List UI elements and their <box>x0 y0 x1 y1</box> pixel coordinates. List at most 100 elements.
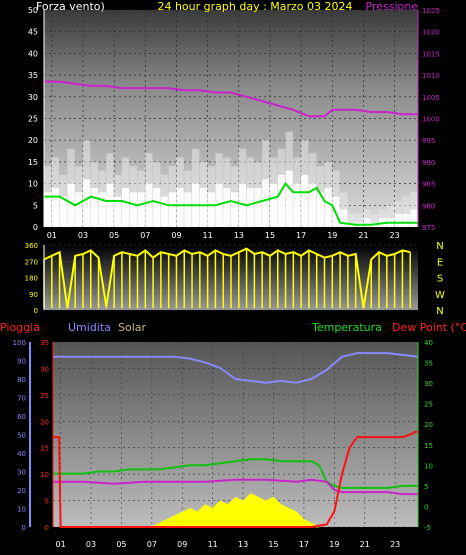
humidity-tick-label: 90 <box>17 358 26 366</box>
wind-bar <box>51 187 60 227</box>
humidity-tick-label: 40 <box>17 450 26 458</box>
solar-label: Solar <box>118 321 147 334</box>
solar-area <box>151 493 320 528</box>
wind-x-tick-label: 01 <box>47 231 57 240</box>
temp-tick-label: 35 <box>424 360 433 368</box>
rain-line <box>53 430 418 528</box>
dewpoint-label: Dew Point (°C) <box>392 321 466 334</box>
wind-bar <box>176 187 184 227</box>
pressure-tick-label: 1020 <box>422 29 440 37</box>
temp-tick-label: 10 <box>424 462 433 470</box>
direction-axes: 0 N 90 W 180 S 270 E 360 N <box>25 241 445 317</box>
wind-bar <box>160 196 169 227</box>
temp-tick-label: 30 <box>424 380 433 388</box>
direction-tick-label: 90 <box>29 291 38 299</box>
temp-tick-label: 15 <box>424 442 433 450</box>
wind-tick-label: 35 <box>28 71 38 80</box>
temp-tick-label: 20 <box>424 421 433 429</box>
wind-x-tick-label: 19 <box>327 231 337 240</box>
wind-bar <box>238 183 247 227</box>
wind-x-tick-label: 23 <box>390 231 400 240</box>
temp-tick-label: 0 <box>424 503 428 511</box>
wind-bar <box>316 192 324 227</box>
wind-bar <box>184 192 192 227</box>
temp-tick-label: 40 <box>424 339 433 347</box>
compass-label: S <box>437 274 443 285</box>
wind-bar <box>129 192 137 227</box>
humidity-line <box>53 352 419 384</box>
pressure-tick-label: 1015 <box>422 50 440 58</box>
wind-tick-label: 40 <box>28 49 38 58</box>
wind-bar <box>90 187 99 227</box>
wind-x-tick-label: 17 <box>296 231 306 240</box>
weather-x-tick-label: 21 <box>360 540 370 549</box>
temperature-line <box>53 458 418 489</box>
direction-tick-label: 360 <box>25 242 38 250</box>
wind-bar <box>246 187 254 227</box>
humidity-tick-label: 50 <box>17 432 26 440</box>
rain-tick-label: 20 <box>40 418 49 426</box>
rain-tick-label: 10 <box>40 471 49 479</box>
wind-bar <box>137 192 145 227</box>
weather-x-tick-label: 17 <box>299 540 309 549</box>
gust-bar <box>355 213 363 227</box>
wind-bar <box>75 192 83 227</box>
gust-bar <box>371 213 379 227</box>
weather-x-tick-label: 03 <box>86 540 96 549</box>
wind-axis-title: Forza vento) <box>36 0 105 13</box>
weather-x-tick-label: 07 <box>147 540 157 549</box>
wind-bar <box>199 187 208 227</box>
wind-bar <box>106 183 114 227</box>
compass-label: W <box>435 290 445 301</box>
weather-series <box>53 352 419 528</box>
rain-tick-label: 30 <box>40 365 49 373</box>
pressure-tick-label: 980 <box>422 202 435 210</box>
wind-bar <box>277 174 286 227</box>
humidity-tick-label: 60 <box>17 413 26 421</box>
avg_wind-line <box>44 181 418 226</box>
wind-tick-label: 30 <box>28 93 38 102</box>
gust-bar <box>402 196 410 227</box>
wind-bar <box>363 218 371 227</box>
wind-bar <box>410 209 418 227</box>
wind-bar <box>301 174 309 227</box>
humidity-label: Umidita <box>68 321 111 334</box>
wind-tick-label: 10 <box>28 180 38 189</box>
wind-bar <box>402 213 410 227</box>
compass-label: N <box>436 241 443 252</box>
wind-bar <box>153 187 161 227</box>
temp-tick-label: -5 <box>424 524 431 532</box>
wind-bar <box>269 183 278 227</box>
wind-x-tick-label: 05 <box>109 231 119 240</box>
temp-tick-label: 25 <box>424 401 433 409</box>
wind-bar <box>254 187 262 227</box>
wind-bar <box>82 179 91 227</box>
weather-x-tick-label: 11 <box>208 540 218 549</box>
wind-bar <box>98 192 106 227</box>
pressure-tick-label: 1010 <box>422 72 440 80</box>
wind-bar <box>262 179 270 227</box>
wind-bar <box>231 192 239 227</box>
weather-x-tick-label: 05 <box>116 540 126 549</box>
wind-bar <box>340 209 348 227</box>
wind-bar <box>285 170 293 227</box>
humidity-tick-label: 20 <box>17 487 26 495</box>
wind-tick-label: 0 <box>33 223 38 232</box>
humidity-tick-label: 0 <box>22 524 26 532</box>
rain-tick-label: 25 <box>40 392 49 400</box>
wind-x-tick-label: 11 <box>203 231 213 240</box>
wind-bar <box>324 187 332 227</box>
wind-tick-label: 20 <box>28 136 38 145</box>
wind-x-tick-label: 07 <box>140 231 150 240</box>
direction-tick-label: 270 <box>25 258 38 266</box>
pressure-tick-label: 985 <box>422 181 435 189</box>
wind-bar <box>168 192 176 227</box>
direction-tick-label: 180 <box>25 275 38 283</box>
chart-title: 24 hour graph day : Marzo 03 2024 <box>157 0 352 13</box>
weather-axes: 051015202530350102030405060708090100-505… <box>13 339 433 549</box>
wind-bar <box>394 213 402 227</box>
temp-tick-label: 5 <box>424 483 428 491</box>
rain-tick-label: 15 <box>40 445 49 453</box>
wind-bar <box>59 196 67 227</box>
